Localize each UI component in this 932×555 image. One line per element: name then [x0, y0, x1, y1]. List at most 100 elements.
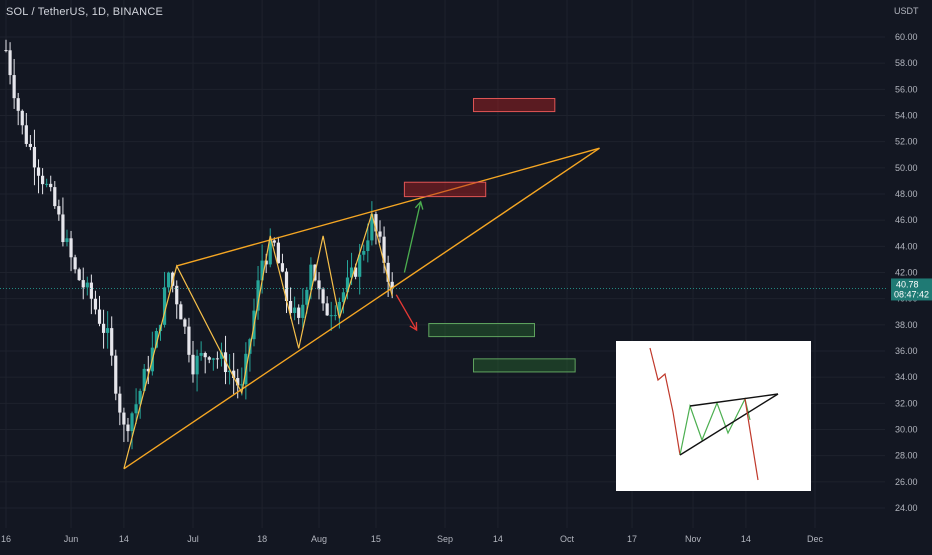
candle-body: [118, 393, 122, 413]
candle-body: [329, 315, 333, 317]
candle-body: [4, 50, 8, 52]
candle-body: [61, 214, 65, 243]
arrow-down: [395, 294, 418, 331]
price-tick-label: 30.00: [895, 425, 918, 435]
candle-body: [317, 280, 321, 290]
candle-body: [321, 289, 325, 304]
time-tick-label: Jun: [64, 534, 79, 544]
time-tick-label: Sep: [437, 534, 453, 544]
candle-body: [85, 282, 89, 288]
candle-body: [211, 358, 215, 360]
candle-body: [16, 98, 20, 111]
candle-body: [349, 267, 354, 278]
price-tick-label: 26.00: [895, 477, 918, 487]
candle-body: [187, 326, 191, 355]
price-tick-label: 60.00: [895, 32, 918, 42]
candle-body: [40, 175, 45, 185]
candle-body: [36, 167, 41, 176]
candle-body: [325, 303, 329, 316]
inset-red-downtrend: [649, 347, 681, 456]
candle-body: [162, 287, 167, 325]
price-tick-label: 56.00: [895, 84, 918, 94]
candle-body: [382, 236, 386, 263]
candle-body: [175, 285, 179, 305]
candle-body: [232, 370, 236, 379]
candle-body: [45, 183, 49, 185]
time-tick-label: Oct: [560, 534, 575, 544]
candle-body: [378, 231, 382, 237]
candle-body: [24, 125, 28, 144]
candle-body: [97, 309, 102, 324]
candle-body: [114, 355, 118, 394]
support-zone: [473, 358, 576, 373]
pattern-layer: [123, 147, 600, 470]
time-tick-label: Dec: [807, 534, 824, 544]
price-tick-label: 32.00: [895, 398, 918, 408]
candle-body: [333, 315, 337, 317]
candle-body: [81, 280, 85, 288]
candle-body: [142, 368, 146, 391]
candle-body: [207, 357, 211, 360]
wedge-lower-line: [123, 147, 600, 470]
candle-body: [341, 292, 346, 302]
candle-body: [179, 304, 183, 320]
time-tick-label: 17: [627, 534, 637, 544]
inset-red-breakdown: [744, 398, 759, 481]
candle-body: [288, 300, 293, 313]
price-axis[interactable]: USDT 24.00 26.00 28.00 30.00 32.00 34.00 36.00 3…: [888, 0, 932, 550]
price-tick-label: 54.00: [895, 111, 918, 121]
candle-body: [354, 267, 358, 277]
candle-body: [236, 378, 240, 386]
candle-body: [28, 143, 32, 147]
wedge-zigzag: [123, 211, 393, 469]
price-tick-label: 44.00: [895, 241, 918, 251]
support-zone: [428, 323, 535, 338]
candle-body: [183, 319, 187, 327]
candle-body: [366, 240, 370, 252]
candle-body: [12, 75, 16, 99]
countdown-value: 08:47:42: [894, 289, 929, 299]
price-tick-label: 38.00: [895, 320, 918, 330]
candle-body: [32, 146, 37, 168]
candle-body: [101, 323, 106, 333]
candle-body: [20, 110, 24, 126]
candle-body: [69, 238, 73, 258]
candle-body: [337, 301, 341, 316]
candle-body: [370, 214, 374, 241]
candle-body: [240, 384, 244, 386]
candle-body: [154, 330, 159, 348]
candle-body: [272, 240, 276, 243]
time-tick-label: Jul: [187, 534, 199, 544]
arrow-head: [409, 322, 418, 332]
inset-lower-line: [679, 393, 779, 456]
last-price-tag: [891, 278, 932, 301]
time-tick-label: 14: [119, 534, 129, 544]
symbol-title: SOL / TetherUS, 1D, BINANCE: [6, 6, 164, 18]
candle-body: [130, 413, 134, 432]
candle-body: [110, 328, 114, 356]
candle-body: [167, 272, 171, 288]
time-tick-label: 15: [371, 534, 381, 544]
candle-body: [374, 214, 378, 232]
candle-body: [219, 352, 224, 359]
grid-layer: [0, 0, 885, 528]
price-tick-label: 42.00: [895, 268, 918, 278]
price-tick-label: 34.00: [895, 372, 918, 382]
time-axis[interactable]: 16 Jun 14 Jul 18 Aug 15 Sep 14 Oct 17 Nov 14 Dec: [0, 528, 932, 550]
candle-body: [301, 304, 305, 318]
candle-body: [293, 307, 297, 313]
candle-body: [73, 257, 77, 270]
candle-body: [309, 264, 313, 290]
candle-body: [280, 263, 285, 272]
candle-body: [65, 238, 69, 243]
inset-diagram: [616, 341, 811, 491]
candle-body: [276, 242, 280, 264]
candle-body: [358, 254, 362, 277]
resistance-zone: [473, 97, 556, 113]
price-tick-label: 58.00: [895, 58, 918, 68]
inset-upper-line: [689, 393, 779, 407]
candle-body: [268, 240, 272, 265]
candle-body: [215, 358, 219, 360]
target-zones-layer: [403, 97, 576, 373]
